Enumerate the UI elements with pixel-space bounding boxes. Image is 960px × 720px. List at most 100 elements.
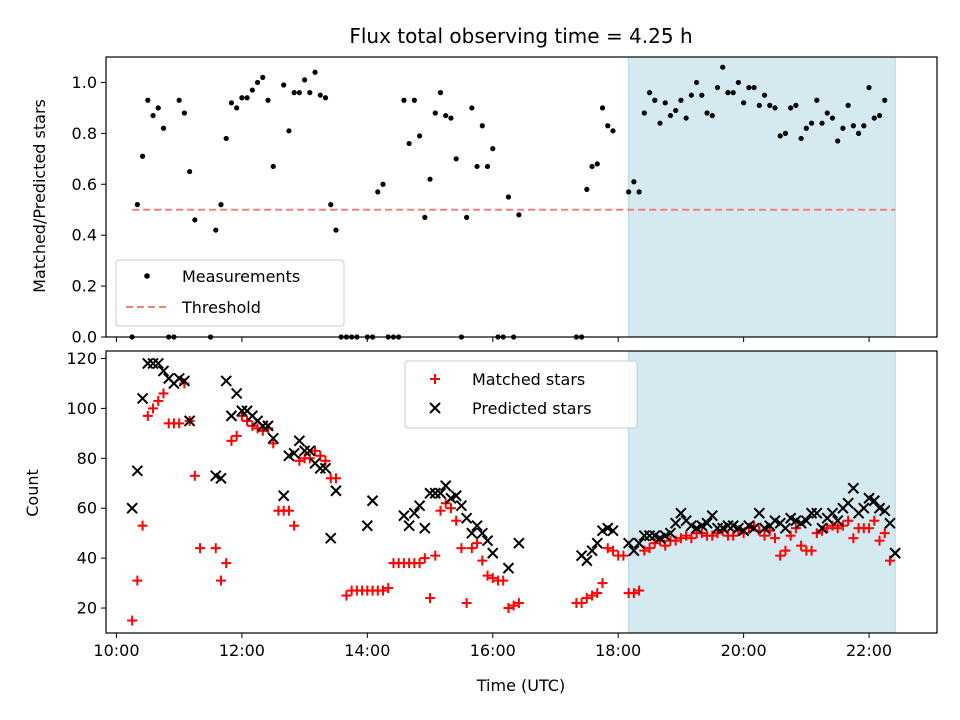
predicted-star-point xyxy=(701,517,713,529)
measurement-point xyxy=(234,105,240,111)
measurement-point xyxy=(605,123,611,129)
predicted-star-point xyxy=(398,510,410,522)
predicted-star-point xyxy=(429,487,441,499)
predicted-star-point xyxy=(826,507,839,519)
measurement-point xyxy=(249,87,255,93)
measurement-point xyxy=(281,82,287,88)
ratio-legend-box xyxy=(115,259,345,327)
measurement-point xyxy=(160,125,167,131)
matched-star-point xyxy=(445,503,456,514)
measurement-point xyxy=(484,163,491,170)
measurement-point xyxy=(714,84,721,91)
predicted-star-point xyxy=(157,365,170,377)
measurement-point xyxy=(636,189,642,195)
predicted-star-point xyxy=(842,497,854,509)
x-tick-label: 20:00 xyxy=(721,641,767,660)
x-tick-label: 14:00 xyxy=(344,641,390,660)
measurement-point xyxy=(401,97,407,103)
measurements-legend-marker xyxy=(144,273,150,279)
predicted-star-point xyxy=(215,472,227,484)
predicted-star-point xyxy=(293,435,306,447)
measurement-point xyxy=(322,95,329,101)
matched-star-point xyxy=(759,530,770,541)
x-axis-label: Time (UTC) xyxy=(476,676,565,695)
predicted-star-point xyxy=(748,522,760,534)
predicted-star-point xyxy=(675,507,687,519)
matched-star-point xyxy=(618,550,629,561)
predicted-star-point xyxy=(136,392,149,405)
measurement-point xyxy=(599,105,606,111)
matched-star-point xyxy=(435,505,446,516)
matched-star-point xyxy=(142,410,153,421)
matched-star-point xyxy=(425,593,436,604)
matched-star-point xyxy=(430,550,441,561)
matched-star-point xyxy=(681,530,692,541)
matched-star-point xyxy=(127,615,138,626)
predicted-star-point xyxy=(664,527,677,539)
measurement-point xyxy=(756,102,762,108)
predicted-star-point xyxy=(413,500,426,512)
matched-star-point xyxy=(257,425,268,436)
measurement-point xyxy=(772,105,778,111)
matched-star-point xyxy=(498,575,509,586)
measurement-point xyxy=(516,212,522,218)
measurement-point xyxy=(673,107,679,114)
measurement-point xyxy=(709,112,715,119)
y-tick-label: 20 xyxy=(77,599,97,618)
ratio-panel: 0.0 0.2 0.4 0.6 0.8 1.0 Flux total observing … xyxy=(30,24,938,347)
predicted-star-point xyxy=(633,537,645,549)
measurement-point xyxy=(416,133,423,139)
matched-star-point xyxy=(210,543,221,554)
predicted-star-point xyxy=(586,544,598,557)
predicted-star-point xyxy=(643,529,656,542)
matched-star-point xyxy=(472,538,483,549)
axes-frame xyxy=(105,350,938,634)
predicted-star-point xyxy=(706,510,718,522)
measurement-point xyxy=(375,189,381,195)
measurement-point xyxy=(254,79,261,86)
y-tick-label: 80 xyxy=(77,449,97,468)
measurement-point xyxy=(380,181,386,187)
count-data-layer xyxy=(126,357,901,626)
predicted-star-point xyxy=(868,495,880,507)
matched-star-point xyxy=(289,520,300,531)
measurement-point xyxy=(291,90,297,96)
predicted-star-point xyxy=(591,537,603,549)
measurement-point xyxy=(856,130,862,136)
matched-star-point xyxy=(696,528,707,539)
predicted-star-point xyxy=(831,514,844,527)
measurement-point xyxy=(479,123,485,129)
matched-star-point xyxy=(634,585,645,596)
predicted-stars-legend-label: Predicted stars xyxy=(472,399,592,418)
measurement-point xyxy=(192,217,198,223)
measurement-point xyxy=(464,214,470,220)
count-y-axis-label: Count xyxy=(23,469,42,517)
predicted-star-point xyxy=(816,522,828,534)
measurement-point xyxy=(646,90,653,96)
measurement-point xyxy=(145,97,151,103)
matched-star-point xyxy=(607,545,618,556)
measurement-point xyxy=(187,168,193,175)
matched-star-point xyxy=(874,535,885,546)
predicted-star-point xyxy=(800,514,813,527)
highlight-region xyxy=(628,56,896,338)
predicted-star-point xyxy=(126,502,138,514)
measurement-point xyxy=(610,128,616,134)
matched-star-point xyxy=(644,543,655,554)
measurement-point xyxy=(265,97,271,103)
measurement-point xyxy=(657,120,663,126)
predicted-star-point xyxy=(471,519,483,532)
matched-star-point xyxy=(461,598,472,609)
measurement-point xyxy=(845,102,851,108)
matched-star-point xyxy=(236,410,247,421)
ratio-legend: Measurements Threshold xyxy=(115,259,345,327)
matched-star-point xyxy=(148,403,159,414)
y-tick-label: 100 xyxy=(66,399,97,418)
matched-star-point xyxy=(864,523,875,534)
matched-star-point xyxy=(628,588,639,599)
matched-star-point xyxy=(268,438,279,449)
matched-star-point xyxy=(189,470,200,481)
predicted-star-point xyxy=(455,500,468,512)
predicted-star-point xyxy=(858,502,870,514)
